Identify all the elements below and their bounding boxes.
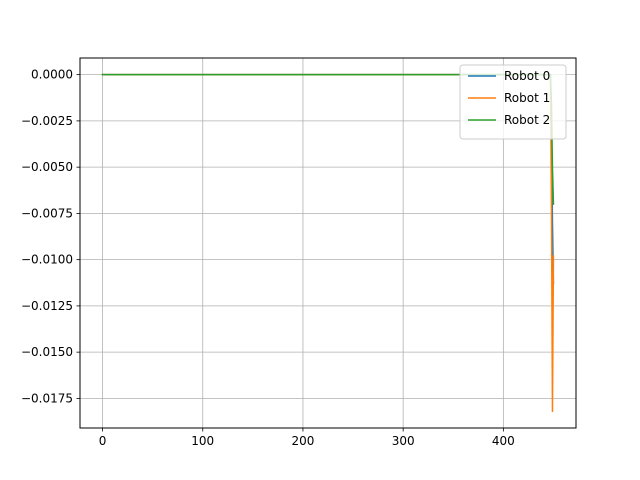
x-tick-label: 0 <box>99 434 107 448</box>
x-tick-label: 200 <box>291 434 314 448</box>
y-tick-label: −0.0025 <box>21 114 73 128</box>
legend: Robot 0 Robot 1 Robot 2 <box>459 64 567 140</box>
legend-label: Robot 1 <box>504 91 550 105</box>
y-tick-label: −0.0150 <box>21 345 73 359</box>
axis-ticks: 0 100 200 300 400 0.0000 −0.0025 −0.0050 −0.0075… <box>21 68 515 448</box>
legend-label: Robot 0 <box>504 69 550 83</box>
y-tick-label: 0.0000 <box>31 68 73 82</box>
x-tick-label: 100 <box>191 434 214 448</box>
x-tick-label: 300 <box>392 434 415 448</box>
x-tick-label: 400 <box>492 434 515 448</box>
y-tick-label: −0.0175 <box>21 391 73 405</box>
y-tick-label: −0.0050 <box>21 160 73 174</box>
y-tick-label: −0.0075 <box>21 206 73 220</box>
y-tick-label: −0.0100 <box>21 253 73 267</box>
plot-frame <box>79 57 577 429</box>
legend-label: Robot 2 <box>504 113 550 127</box>
y-tick-label: −0.0125 <box>21 299 73 313</box>
